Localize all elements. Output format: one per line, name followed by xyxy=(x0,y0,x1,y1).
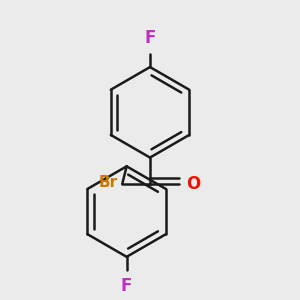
Text: F: F xyxy=(144,28,156,46)
Text: Br: Br xyxy=(99,175,118,190)
Text: F: F xyxy=(121,277,132,295)
Text: O: O xyxy=(187,175,201,193)
